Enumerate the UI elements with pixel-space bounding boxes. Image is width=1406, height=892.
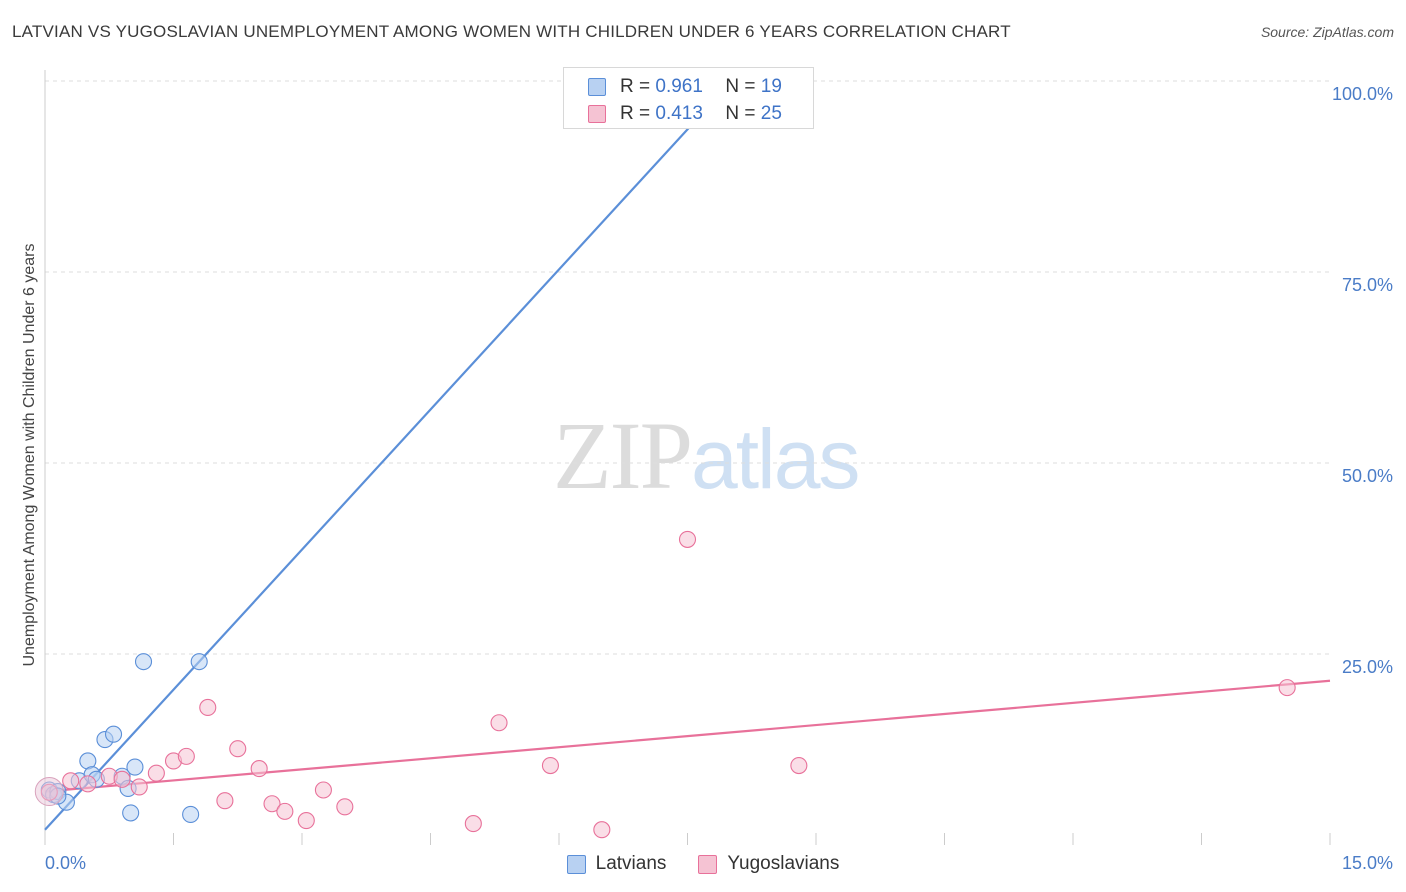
series-name-latvians: Latvians — [595, 853, 667, 874]
data-point-latvians — [134, 653, 153, 671]
chart-title: LATVIAN VS YUGOSLAVIAN UNEMPLOYMENT AMON… — [12, 22, 1011, 41]
data-point-yugoslavians — [250, 760, 268, 778]
trend-lines — [44, 72, 1331, 831]
data-point-yugoslavians — [263, 795, 281, 813]
data-points — [34, 72, 1296, 839]
trend-line-yugoslavians — [44, 679, 1331, 793]
data-point-yugoslavians — [678, 530, 697, 548]
trend-line-latvians — [44, 72, 740, 831]
legend-swatch-latvians — [588, 78, 606, 96]
legend-n-label: N = — [725, 103, 756, 124]
data-point-yugoslavians — [79, 775, 97, 793]
data-point-cluster — [34, 777, 64, 807]
correlation-legend: R = 0.961 N = 19 R = 0.413 N = 25 — [563, 67, 814, 129]
legend-n-label: N = — [725, 76, 756, 97]
watermark-zip: ZIP — [553, 402, 693, 509]
y-tick-label: 50.0% — [1342, 466, 1393, 486]
data-point-yugoslavians — [541, 756, 559, 775]
legend-r-value: 0.961 — [655, 76, 703, 97]
data-point-yugoslavians — [464, 815, 482, 833]
data-point-yugoslavians — [113, 770, 131, 788]
data-point-yugoslavians — [177, 747, 195, 765]
legend-n-value: 25 — [760, 103, 782, 124]
legend-row-latvians: R = 0.961 N = 19 — [588, 74, 782, 100]
y-tick-label: 75.0% — [1342, 275, 1393, 295]
data-point-yugoslavians — [314, 781, 332, 799]
data-point-yugoslavians — [1278, 679, 1296, 697]
data-point-yugoslavians — [490, 714, 508, 732]
series-swatch-yugoslavians — [698, 854, 718, 874]
source-label: Source: ZipAtlas.com — [1260, 24, 1394, 40]
data-point-latvians — [104, 725, 123, 743]
data-point-yugoslavians — [130, 778, 148, 796]
data-point-latvians — [182, 805, 200, 823]
data-point-yugoslavians — [297, 812, 315, 830]
tick-labels: 25.0% 50.0% 75.0% 100.0% 0.0% 15.0% — [45, 84, 1393, 873]
series-legend: Latvians Yugoslavians — [0, 851, 1406, 877]
data-point-latvians — [122, 804, 140, 822]
grid-lines — [45, 80, 1330, 655]
data-point-yugoslavians — [593, 821, 611, 839]
x-tick-label-min: 0.0% — [45, 853, 86, 873]
series-legend-yugoslavians[interactable]: Yugoslavians — [698, 853, 839, 875]
watermark-atlas: atlas — [691, 412, 860, 506]
data-point-yugoslavians — [199, 698, 217, 717]
data-point-yugoslavians — [216, 792, 234, 810]
series-legend-latvians[interactable]: Latvians — [566, 853, 667, 875]
legend-r-label: R = — [620, 76, 651, 97]
data-point-yugoslavians — [336, 798, 354, 816]
data-point-yugoslavians — [790, 756, 808, 775]
y-tick-label: 25.0% — [1342, 657, 1393, 677]
data-point-latvians — [126, 758, 144, 776]
series-name-yugoslavians: Yugoslavians — [727, 853, 840, 874]
watermark: ZIPatlas — [553, 400, 860, 511]
legend-row-yugoslavians: R = 0.413 N = 25 — [588, 101, 782, 127]
series-swatch-latvians — [566, 854, 586, 874]
data-point-yugoslavians — [147, 764, 165, 782]
x-tick-label-max: 15.0% — [1342, 853, 1393, 873]
data-point-yugoslavians — [229, 740, 247, 758]
data-point-latvians — [190, 653, 208, 671]
legend-swatch-yugoslavians — [588, 105, 606, 123]
legend-n-value: 19 — [760, 76, 782, 97]
legend-r-value: 0.413 — [655, 103, 703, 124]
data-point-yugoslavians — [62, 772, 80, 790]
data-point-yugoslavians — [276, 802, 294, 820]
legend-r-label: R = — [620, 103, 651, 124]
y-tick-label: 100.0% — [1332, 84, 1393, 104]
axes — [44, 70, 1331, 845]
